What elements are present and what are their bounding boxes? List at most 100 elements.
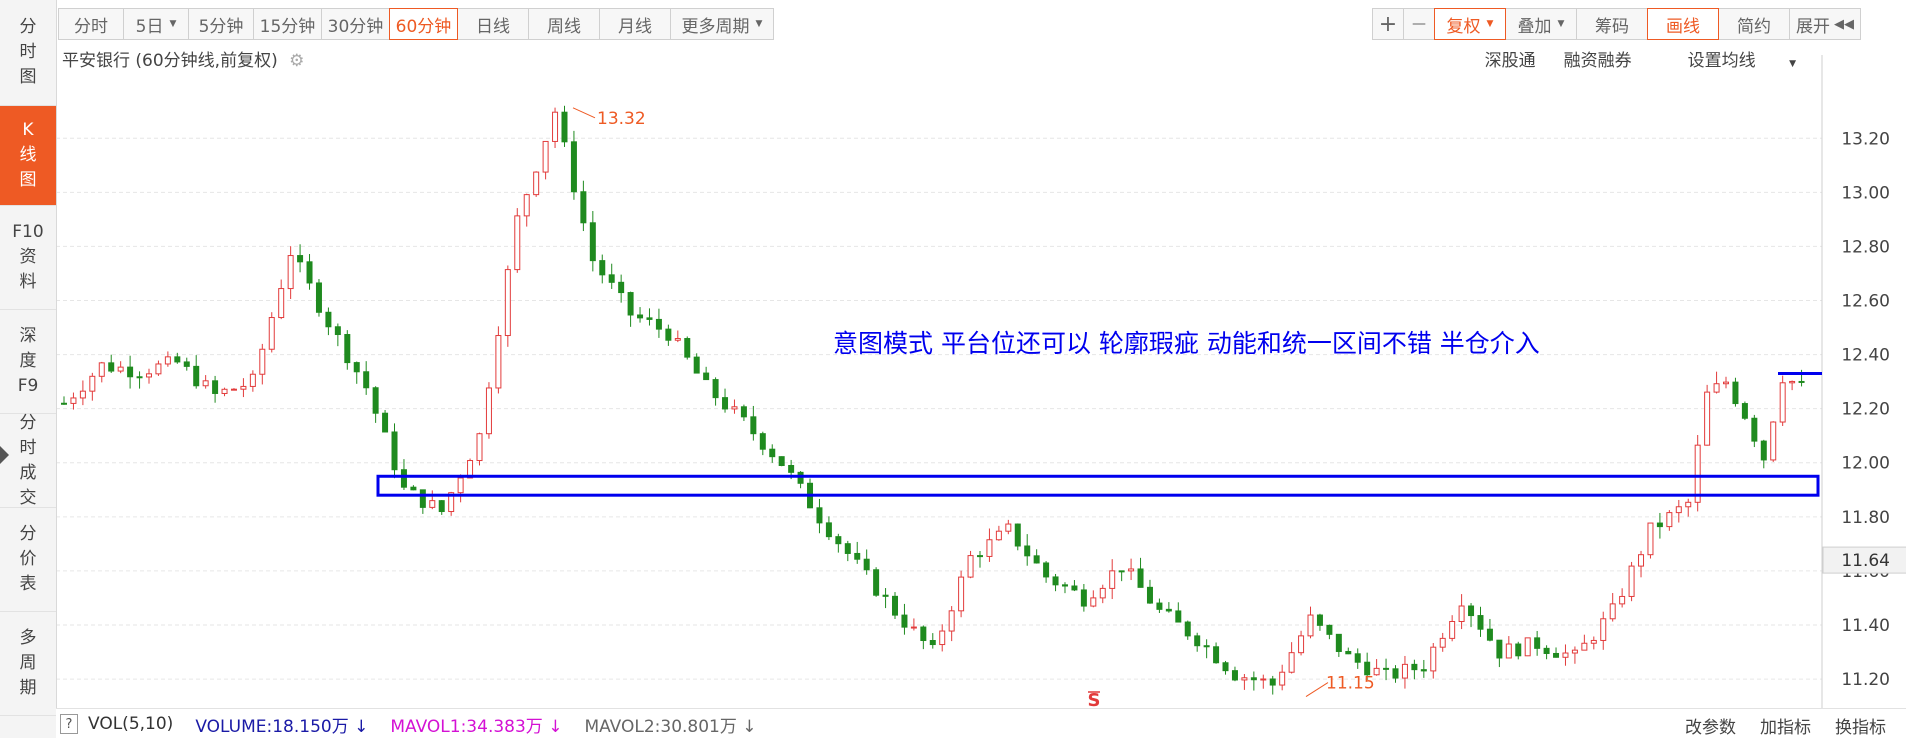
adjust-button[interactable]: 复权 ▼ — [1434, 8, 1506, 40]
candle-down — [1194, 635, 1201, 647]
add-indicator-button[interactable]: 加指标 — [1760, 718, 1811, 738]
y-tick-label: 11.40 — [1841, 616, 1890, 636]
candle-up — [1260, 678, 1267, 681]
candle-down — [325, 311, 332, 328]
candle-down — [1515, 643, 1522, 657]
candle-up — [1675, 506, 1682, 514]
candle-down — [1052, 576, 1059, 586]
chart-header-links: 深股通 融资融券 设置均线 ▼ — [1457, 46, 1796, 71]
candle-down — [740, 406, 747, 418]
candle-up — [268, 317, 275, 350]
candle-down — [561, 111, 568, 143]
period-timeshare[interactable]: 分时 — [58, 8, 124, 40]
period-daily[interactable]: 日线 — [457, 8, 529, 40]
candle-up — [1090, 597, 1097, 607]
candle-up — [1619, 595, 1626, 605]
candle-up — [485, 387, 492, 435]
low-label: 11.15 — [1326, 674, 1375, 694]
candle-up — [429, 500, 436, 508]
link-margin-trading[interactable]: 融资融券 — [1563, 51, 1632, 71]
zoom-in-button[interactable]: + — [1372, 8, 1404, 40]
candle-down — [892, 595, 899, 616]
vol-indicator-name[interactable]: VOL(5,10) — [88, 714, 174, 734]
price-axis: 13.20 13.00 12.80 12.60 12.40 12.20 12.00 11.80… — [1822, 129, 1906, 690]
candle-up — [958, 576, 965, 612]
candle-down — [136, 376, 143, 379]
period-60min[interactable]: 60分钟 — [389, 8, 458, 40]
sidebar-item-f10[interactable]: F10 资 料 — [0, 206, 56, 310]
sidebar-item-kline[interactable]: K 线 图 — [0, 106, 56, 206]
dropdown-caret-icon: ▼ — [1557, 19, 1565, 29]
candle-up — [1373, 667, 1380, 676]
candle-down — [1468, 605, 1475, 617]
period-monthly[interactable]: 月线 — [599, 8, 671, 40]
collapse-arrow-icon[interactable] — [0, 446, 9, 464]
candle-up — [967, 555, 974, 578]
period-15min[interactable]: 15分钟 — [253, 8, 322, 40]
dropdown-caret-icon: ▼ — [1789, 59, 1796, 69]
period-weekly[interactable]: 周线 — [528, 8, 600, 40]
period-more[interactable]: 更多周期 ▼ — [670, 8, 774, 40]
gear-icon[interactable]: ⚙ — [289, 51, 305, 71]
candle-up — [731, 406, 738, 410]
candle-down — [778, 456, 785, 466]
chips-button[interactable]: 筹码 — [1576, 8, 1648, 40]
candle-down — [108, 362, 115, 372]
candle-up — [1770, 421, 1777, 461]
switch-indicator-button[interactable]: 换指标 — [1835, 718, 1886, 738]
candle-down — [618, 281, 625, 294]
candle-up — [1713, 383, 1720, 393]
candle-down — [655, 318, 662, 330]
candle-up — [495, 335, 502, 389]
sidebar-item-depth[interactable]: 深 度 F9 — [0, 310, 56, 414]
signal-marker: S — [1088, 690, 1101, 711]
candle-up — [287, 255, 294, 290]
candle-up — [504, 269, 511, 337]
sidebar-item-price-table[interactable]: 分 价 表 — [0, 508, 56, 612]
simple-mode-button[interactable]: 简约 — [1718, 8, 1790, 40]
candle-down — [1534, 637, 1541, 649]
sidebar-item-timeshare[interactable]: 分 时 图 — [0, 0, 56, 106]
candle-up — [1401, 663, 1408, 679]
candle-down — [315, 282, 322, 313]
ma-settings-dropdown[interactable]: 设置均线 ▼ — [1687, 51, 1796, 71]
candle-down — [1146, 586, 1153, 604]
help-button[interactable]: ? — [60, 714, 78, 734]
period-30min[interactable]: 30分钟 — [321, 8, 390, 40]
link-shenzhen-connect[interactable]: 深股通 — [1484, 51, 1536, 71]
mavol2-value: MAVOL2:30.801万 ↓ — [584, 716, 757, 737]
candle-up — [1647, 522, 1654, 556]
candle-down — [1760, 440, 1767, 461]
candle-down — [334, 326, 341, 336]
edit-params-button[interactable]: 改参数 — [1685, 718, 1736, 738]
sidebar-item-multi-period[interactable]: 多 周 期 — [0, 612, 56, 716]
candle-down — [419, 489, 426, 508]
candle-up — [145, 373, 152, 378]
candle-down — [382, 412, 389, 433]
overlay-button[interactable]: 叠加 ▼ — [1505, 8, 1577, 40]
expand-button[interactable]: 展开 ◀◀ — [1789, 8, 1861, 40]
candle-up — [1666, 512, 1673, 528]
y-tick-label: 11.80 — [1841, 508, 1890, 528]
candle-up — [1109, 570, 1116, 589]
candle-up — [70, 397, 77, 404]
period-5day[interactable]: 5日 ▼ — [123, 8, 189, 40]
candle-up — [79, 390, 86, 399]
candle-up — [986, 539, 993, 557]
candle-down — [1165, 608, 1172, 612]
draw-line-button[interactable]: 画线 — [1647, 8, 1719, 40]
current-price-label: 11.64 — [1841, 551, 1890, 571]
candle-up — [1307, 614, 1314, 637]
candle-down — [1420, 669, 1427, 672]
candle-down — [825, 522, 832, 538]
candle-up — [467, 460, 474, 479]
candle-down — [1335, 633, 1342, 652]
sidebar-item-trades[interactable]: 分 时 成 交 — [0, 413, 56, 508]
zoom-out-button[interactable]: — — [1403, 8, 1435, 40]
indicator-bar: ? VOL(5,10) VOLUME:18.150万 ↓ MAVOL1:34.3… — [56, 708, 1906, 739]
period-5min[interactable]: 5分钟 — [188, 8, 254, 40]
candle-up — [948, 610, 955, 632]
y-tick-label: 12.20 — [1841, 400, 1890, 420]
candle-down — [1741, 403, 1748, 419]
